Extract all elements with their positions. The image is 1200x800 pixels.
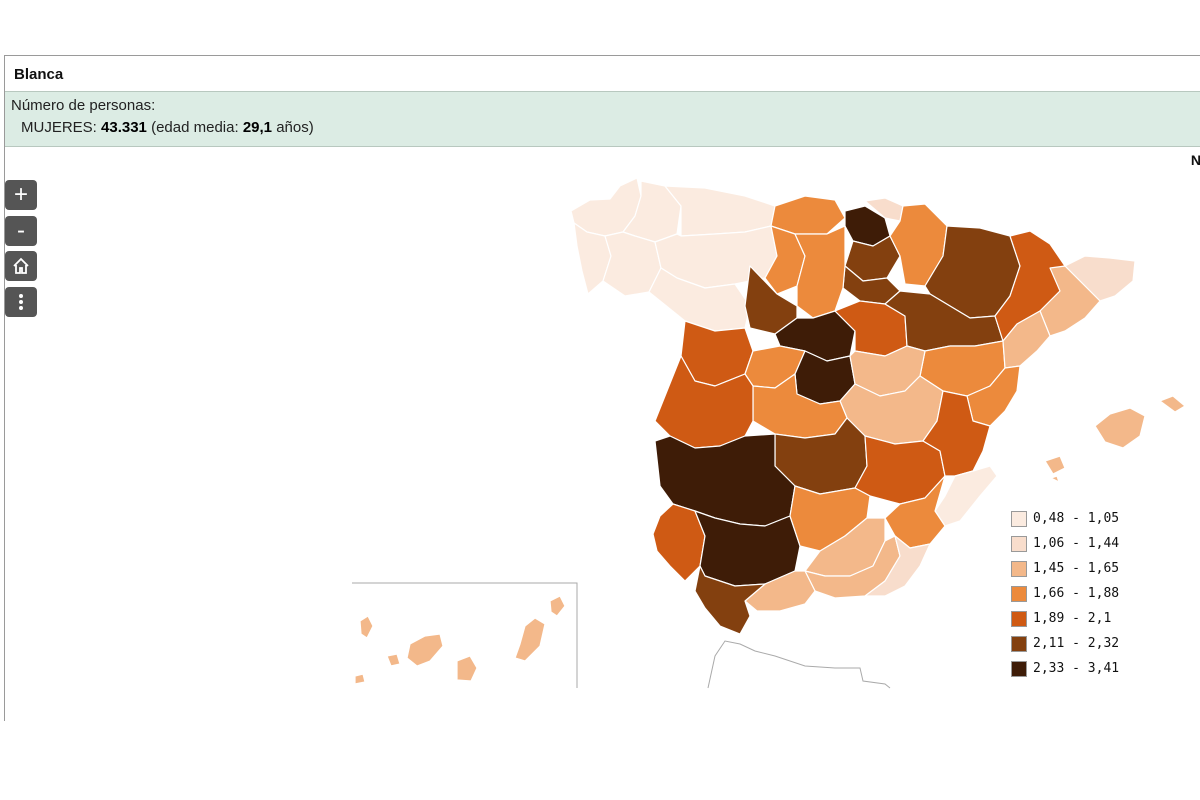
corner-label: N bbox=[1190, 152, 1200, 168]
legend-swatch bbox=[1011, 560, 1027, 577]
more-options-button[interactable] bbox=[5, 287, 37, 317]
map-panel: Blanca Número de personas: MUJERES: 43.3… bbox=[4, 55, 1200, 721]
home-icon bbox=[13, 257, 29, 274]
title-bar: Blanca bbox=[5, 56, 1200, 92]
region-tarragona[interactable] bbox=[1002, 310, 1051, 369]
age-value: 29,1 bbox=[242, 119, 273, 136]
legend-item: 0,48 - 1,05 bbox=[1011, 506, 1119, 531]
age-label: (edad media: bbox=[151, 119, 239, 136]
region-burgos[interactable] bbox=[794, 225, 846, 319]
legend-swatch bbox=[1011, 635, 1027, 652]
legend-swatch bbox=[1011, 660, 1027, 677]
region-valencia[interactable] bbox=[922, 390, 991, 477]
region-formentera[interactable] bbox=[1050, 475, 1060, 483]
legend-swatch bbox=[1011, 585, 1027, 602]
map-legend: 0,48 - 1,05 1,06 - 1,44 1,45 - 1,65 1,66… bbox=[1011, 506, 1119, 681]
zoom-in-button[interactable]: + bbox=[5, 180, 37, 210]
region-el-hierro[interactable] bbox=[354, 673, 366, 685]
region-tenerife[interactable] bbox=[406, 633, 444, 667]
region-fuerteventura[interactable] bbox=[514, 617, 546, 662]
legend-item: 1,66 - 1,88 bbox=[1011, 581, 1119, 606]
legend-label: 0,48 - 1,05 bbox=[1033, 511, 1120, 526]
region-lanzarote[interactable] bbox=[549, 595, 566, 617]
region-mallorca[interactable] bbox=[1094, 407, 1146, 449]
legend-label: 1,45 - 1,65 bbox=[1033, 561, 1120, 576]
region-gran-canaria[interactable] bbox=[456, 655, 478, 682]
region-barcelona[interactable] bbox=[1039, 265, 1101, 337]
region-malaga[interactable] bbox=[744, 570, 816, 612]
region-ibiza[interactable] bbox=[1044, 455, 1066, 475]
region-girona[interactable] bbox=[1064, 255, 1136, 302]
legend-label: 1,66 - 1,88 bbox=[1033, 586, 1120, 601]
region-la-palma[interactable] bbox=[359, 615, 374, 639]
home-button[interactable] bbox=[5, 251, 37, 281]
legend-label: 1,89 - 2,1 bbox=[1033, 611, 1112, 626]
legend-swatch bbox=[1011, 510, 1027, 527]
info-women-line: MUJERES: 43.331 (edad media: 29,1 años) bbox=[21, 119, 314, 136]
legend-label: 2,11 - 2,32 bbox=[1033, 636, 1120, 651]
legend-item: 1,45 - 1,65 bbox=[1011, 556, 1119, 581]
region-almeria[interactable] bbox=[864, 535, 931, 597]
more-vertical-icon bbox=[19, 294, 23, 310]
legend-item: 1,89 - 2,1 bbox=[1011, 606, 1119, 631]
north-africa-outline bbox=[707, 640, 891, 689]
region-cordoba[interactable] bbox=[789, 485, 871, 552]
region-toledo[interactable] bbox=[752, 373, 848, 439]
panel-title: Blanca bbox=[14, 66, 64, 83]
legend-swatch bbox=[1011, 610, 1027, 627]
legend-swatch bbox=[1011, 535, 1027, 552]
legend-item: 2,33 - 3,41 bbox=[1011, 656, 1119, 681]
region-navarra[interactable] bbox=[889, 203, 948, 287]
info-box: Número de personas: MUJERES: 43.331 (eda… bbox=[5, 92, 1200, 147]
canary-inset-frame bbox=[352, 582, 578, 688]
region-cadiz[interactable] bbox=[694, 565, 766, 635]
legend-item: 2,11 - 2,32 bbox=[1011, 631, 1119, 656]
zoom-out-button[interactable]: - bbox=[5, 216, 37, 246]
region-la-gomera[interactable] bbox=[386, 653, 401, 667]
women-label: MUJERES: bbox=[21, 119, 97, 136]
region-menorca[interactable] bbox=[1159, 395, 1186, 413]
region-cantabria[interactable] bbox=[770, 195, 846, 235]
spain-choropleth-map bbox=[352, 177, 1186, 689]
legend-label: 1,06 - 1,44 bbox=[1033, 536, 1120, 551]
region-alicante[interactable] bbox=[934, 465, 998, 527]
age-unit: años) bbox=[276, 119, 314, 136]
info-heading: Número de personas: bbox=[11, 97, 156, 114]
women-count: 43.331 bbox=[101, 119, 147, 136]
region-huelva[interactable] bbox=[652, 503, 706, 582]
legend-item: 1,06 - 1,44 bbox=[1011, 531, 1119, 556]
region-murcia[interactable] bbox=[884, 475, 946, 549]
legend-label: 2,33 - 3,41 bbox=[1033, 661, 1120, 676]
